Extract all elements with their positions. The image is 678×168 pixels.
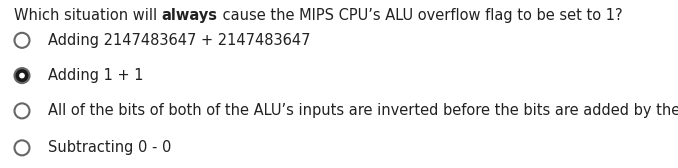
- Text: cause the MIPS CPU’s ALU overflow flag to be set to 1?: cause the MIPS CPU’s ALU overflow flag t…: [218, 8, 622, 23]
- Circle shape: [19, 73, 25, 78]
- Circle shape: [14, 140, 30, 155]
- Circle shape: [14, 103, 30, 118]
- Circle shape: [14, 68, 30, 83]
- Text: Subtracting 0 - 0: Subtracting 0 - 0: [48, 140, 172, 155]
- Circle shape: [14, 33, 30, 48]
- Text: Adding 2147483647 + 2147483647: Adding 2147483647 + 2147483647: [48, 33, 311, 48]
- Text: All of the bits of both of the ALU’s inputs are inverted before the bits are add: All of the bits of both of the ALU’s inp…: [48, 103, 678, 118]
- Text: Which situation will: Which situation will: [14, 8, 162, 23]
- Text: always: always: [162, 8, 218, 23]
- Text: Adding 1 + 1: Adding 1 + 1: [48, 68, 144, 83]
